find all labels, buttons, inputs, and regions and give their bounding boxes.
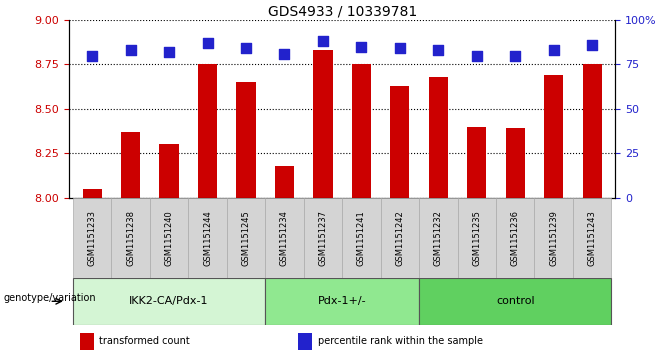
Bar bbox=[429, 77, 448, 198]
Bar bbox=[121, 132, 140, 198]
Bar bbox=[236, 82, 255, 198]
Point bbox=[433, 47, 443, 53]
Bar bbox=[80, 333, 93, 350]
Bar bbox=[573, 198, 611, 278]
Bar bbox=[352, 65, 371, 198]
Point bbox=[395, 45, 405, 51]
Bar bbox=[467, 127, 486, 198]
Text: GSM1151241: GSM1151241 bbox=[357, 210, 366, 266]
Bar bbox=[265, 198, 304, 278]
Point bbox=[587, 42, 597, 48]
Text: GSM1151242: GSM1151242 bbox=[395, 210, 405, 266]
Bar bbox=[419, 198, 457, 278]
Text: percentile rank within the sample: percentile rank within the sample bbox=[318, 336, 482, 346]
Point bbox=[548, 47, 559, 53]
Text: GSM1151240: GSM1151240 bbox=[164, 210, 174, 266]
Text: GSM1151237: GSM1151237 bbox=[318, 210, 328, 266]
Bar bbox=[275, 166, 294, 198]
Point bbox=[318, 38, 328, 44]
Bar bbox=[534, 198, 573, 278]
Point bbox=[202, 40, 213, 46]
Bar bbox=[544, 75, 563, 198]
Point bbox=[279, 51, 290, 57]
Bar bbox=[188, 198, 227, 278]
Text: GSM1151232: GSM1151232 bbox=[434, 210, 443, 266]
Text: GSM1151234: GSM1151234 bbox=[280, 210, 289, 266]
Point bbox=[356, 44, 367, 50]
Bar bbox=[342, 198, 380, 278]
Bar bbox=[380, 198, 419, 278]
Bar bbox=[419, 278, 611, 325]
Text: GSM1151238: GSM1151238 bbox=[126, 210, 135, 266]
Bar bbox=[496, 198, 534, 278]
Bar bbox=[304, 198, 342, 278]
Bar bbox=[73, 278, 265, 325]
Bar bbox=[265, 278, 419, 325]
Text: transformed count: transformed count bbox=[99, 336, 190, 346]
Text: GSM1151233: GSM1151233 bbox=[88, 210, 97, 266]
Text: GSM1151235: GSM1151235 bbox=[472, 210, 481, 266]
Point bbox=[241, 45, 251, 51]
Point bbox=[87, 53, 97, 58]
Text: GSM1151245: GSM1151245 bbox=[241, 210, 251, 266]
Text: control: control bbox=[496, 296, 534, 306]
Text: GSM1151236: GSM1151236 bbox=[511, 210, 520, 266]
Bar bbox=[82, 189, 102, 198]
Point bbox=[510, 53, 520, 58]
Text: GSM1151243: GSM1151243 bbox=[588, 210, 597, 266]
Bar bbox=[198, 65, 217, 198]
Bar bbox=[390, 86, 409, 198]
Text: IKK2-CA/Pdx-1: IKK2-CA/Pdx-1 bbox=[130, 296, 209, 306]
Bar bbox=[505, 129, 525, 198]
Bar bbox=[313, 50, 332, 198]
Point bbox=[164, 49, 174, 55]
Bar bbox=[150, 198, 188, 278]
Bar bbox=[111, 198, 150, 278]
Text: GSM1151244: GSM1151244 bbox=[203, 210, 212, 266]
Text: genotype/variation: genotype/variation bbox=[3, 293, 96, 303]
Point bbox=[472, 53, 482, 58]
Bar bbox=[582, 65, 602, 198]
Point bbox=[126, 47, 136, 53]
Title: GDS4933 / 10339781: GDS4933 / 10339781 bbox=[268, 5, 417, 19]
Bar bbox=[299, 333, 312, 350]
Text: Pdx-1+/-: Pdx-1+/- bbox=[318, 296, 367, 306]
Bar bbox=[159, 144, 179, 198]
Text: GSM1151239: GSM1151239 bbox=[549, 210, 558, 266]
Bar bbox=[227, 198, 265, 278]
Bar bbox=[457, 198, 496, 278]
Bar bbox=[73, 198, 111, 278]
